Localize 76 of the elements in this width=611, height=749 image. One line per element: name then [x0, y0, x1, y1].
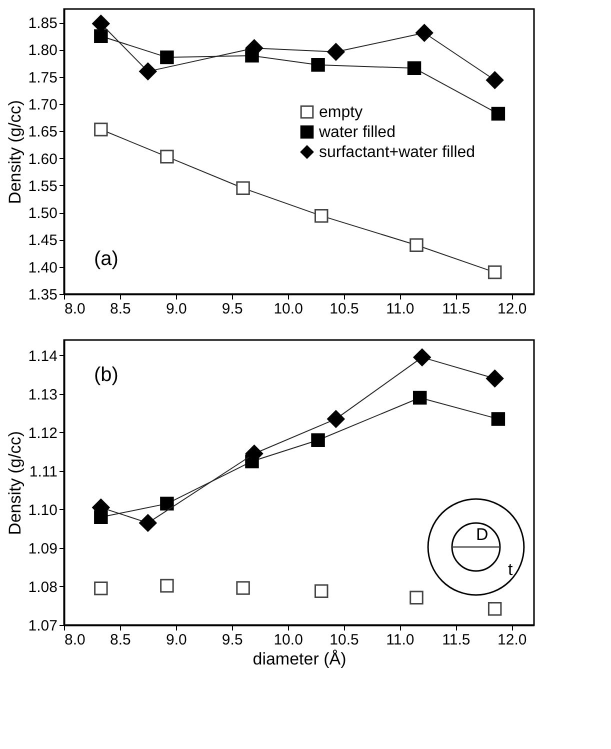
x-tick-label: 11.0 — [386, 300, 414, 318]
point — [160, 150, 174, 164]
x-tick-label: 11.5 — [442, 300, 470, 318]
point — [160, 50, 174, 64]
x-tick-label: 12.0 — [498, 632, 527, 648]
y-tick-label: 1.75 — [28, 69, 58, 86]
point — [410, 238, 424, 252]
point — [160, 496, 174, 511]
point — [236, 581, 250, 595]
point — [311, 58, 325, 72]
point — [407, 61, 422, 76]
point — [139, 514, 157, 532]
annotation: (a) — [94, 248, 118, 270]
point — [314, 208, 328, 223]
x-tick-label: 11.0 — [386, 632, 414, 648]
point — [311, 433, 325, 448]
point — [139, 62, 157, 80]
point — [486, 370, 504, 388]
point — [160, 578, 174, 593]
x-tick-label: 9.5 — [222, 632, 243, 648]
x-tick-label: 10.5 — [330, 300, 359, 318]
x-tick-label: 10.0 — [274, 632, 303, 648]
legend-label: water filled — [318, 124, 396, 141]
y-tick-label: 1.07 — [28, 618, 58, 634]
point — [491, 106, 506, 121]
point — [327, 410, 345, 428]
y-tick-label: 1.35 — [28, 286, 58, 304]
y-tick-label: 1.80 — [28, 42, 58, 60]
y-tick-label: 1.55 — [28, 178, 58, 195]
point — [314, 584, 328, 598]
x-tick-label: 12.0 — [498, 300, 527, 318]
point — [327, 43, 345, 61]
x-tick-label: 10.0 — [274, 300, 303, 318]
x-tick-label: 8.0 — [64, 632, 86, 648]
x-tick-label: 11.5 — [442, 632, 470, 648]
x-tick-label: 9.5 — [222, 300, 243, 318]
x-tick-label: 9.0 — [166, 300, 187, 318]
y-tick-label: 1.11 — [29, 463, 58, 480]
y-tick-label: 1.09 — [28, 540, 58, 558]
point — [94, 122, 108, 136]
y-tick-label: 1.85 — [28, 15, 58, 32]
legend-label: empty — [319, 104, 363, 121]
y-tick-label: 1.50 — [28, 205, 58, 222]
y-axis-title: Density (g/cc) — [5, 431, 24, 535]
y-axis-title: Density (g/cc) — [5, 100, 24, 204]
y-tick-label: 1.40 — [28, 259, 58, 276]
point — [413, 348, 431, 366]
y-tick-label: 1.60 — [28, 150, 58, 168]
point — [410, 590, 424, 605]
point — [94, 582, 108, 596]
x-tick-label: 10.5 — [330, 632, 359, 648]
y-tick-label: 1.65 — [28, 124, 58, 141]
x-tick-label: 9.0 — [166, 632, 187, 648]
y-tick-label: 1.14 — [28, 348, 58, 365]
annotation: (b) — [94, 364, 118, 386]
annotation: D — [476, 525, 488, 544]
y-tick-label: 1.10 — [28, 502, 58, 519]
y-tick-label: 1.70 — [28, 96, 58, 114]
point — [488, 265, 502, 280]
legend-label: surfactant+water filled — [319, 144, 476, 161]
x-axis-title: diameter (Å) — [252, 650, 346, 668]
x-tick-label: 8.0 — [64, 300, 86, 318]
point — [412, 390, 427, 405]
y-tick-label: 1.08 — [28, 578, 58, 596]
y-tick-label: 1.12 — [28, 424, 58, 442]
y-tick-label: 1.45 — [28, 232, 58, 250]
annotation: t — [508, 560, 513, 579]
point — [94, 29, 108, 44]
y-tick-label: 1.13 — [28, 386, 58, 404]
x-tick-label: 8.5 — [110, 300, 131, 318]
point — [486, 71, 504, 89]
point — [491, 412, 506, 426]
point — [488, 602, 502, 616]
x-tick-label: 8.5 — [110, 632, 131, 648]
point — [416, 24, 434, 42]
point — [236, 181, 250, 196]
